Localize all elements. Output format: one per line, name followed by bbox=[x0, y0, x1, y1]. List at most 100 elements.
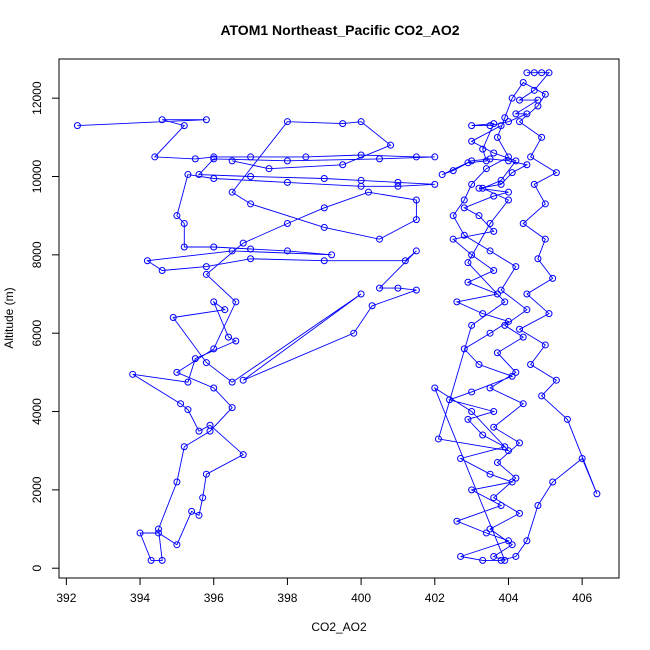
data-point bbox=[202, 263, 210, 271]
data-point bbox=[412, 196, 420, 204]
data-point bbox=[210, 243, 218, 251]
data-point bbox=[228, 404, 236, 412]
data-point bbox=[534, 255, 542, 263]
data-point bbox=[523, 69, 531, 77]
data-point bbox=[210, 298, 218, 306]
data-point bbox=[143, 257, 151, 265]
data-point bbox=[482, 157, 490, 165]
data-point bbox=[504, 537, 512, 545]
data-point bbox=[464, 259, 472, 267]
x-tick-label: 394 bbox=[130, 591, 150, 605]
data-point bbox=[232, 337, 240, 345]
data-point bbox=[376, 284, 384, 292]
data-point bbox=[158, 267, 166, 275]
data-point bbox=[516, 509, 524, 517]
data-point bbox=[210, 153, 218, 161]
data-point bbox=[501, 556, 509, 564]
data-point bbox=[504, 317, 512, 325]
data-point bbox=[468, 408, 476, 416]
data-point bbox=[195, 427, 203, 435]
data-point bbox=[468, 122, 476, 130]
data-point bbox=[486, 470, 494, 478]
data-point bbox=[534, 502, 542, 510]
data-point bbox=[497, 556, 505, 564]
data-point bbox=[541, 90, 549, 98]
data-point bbox=[541, 200, 549, 208]
data-point bbox=[512, 474, 520, 482]
data-point bbox=[497, 122, 505, 130]
data-point bbox=[516, 439, 524, 447]
data-point bbox=[173, 212, 181, 220]
data-point bbox=[394, 182, 402, 190]
data-point bbox=[490, 267, 498, 275]
data-point bbox=[479, 431, 487, 439]
data-point bbox=[479, 145, 487, 153]
data-point bbox=[490, 120, 498, 128]
data-point bbox=[434, 435, 442, 443]
data-point bbox=[490, 423, 498, 431]
data-point bbox=[449, 235, 457, 243]
data-point bbox=[158, 556, 166, 564]
data-point bbox=[593, 490, 601, 498]
x-tick-label: 402 bbox=[425, 591, 445, 605]
data-point bbox=[541, 235, 549, 243]
data-point bbox=[493, 349, 501, 357]
data-point bbox=[449, 212, 457, 220]
data-point bbox=[523, 161, 531, 169]
data-point bbox=[497, 502, 505, 510]
data-point bbox=[387, 141, 395, 149]
data-point bbox=[497, 180, 505, 188]
data-point bbox=[523, 537, 531, 545]
data-point bbox=[538, 69, 546, 77]
data-point bbox=[394, 284, 402, 292]
data-point bbox=[195, 511, 203, 519]
data-point bbox=[501, 114, 509, 122]
data-point bbox=[154, 525, 162, 533]
y-tick-label: 2000 bbox=[30, 476, 44, 503]
data-point bbox=[534, 102, 542, 110]
data-point bbox=[320, 204, 328, 212]
data-point bbox=[173, 478, 181, 486]
data-point bbox=[490, 552, 498, 560]
data-point bbox=[464, 278, 472, 286]
y-tick-label: 12000 bbox=[30, 81, 44, 115]
data-point bbox=[501, 321, 509, 329]
data-point bbox=[519, 220, 527, 228]
data-point bbox=[210, 345, 218, 353]
data-point bbox=[184, 378, 192, 386]
y-axis-label: Altitude (m) bbox=[2, 287, 16, 348]
data-point bbox=[239, 376, 247, 384]
data-point bbox=[283, 247, 291, 255]
data-point bbox=[195, 171, 203, 179]
data-point bbox=[504, 157, 512, 165]
data-point bbox=[228, 247, 236, 255]
data-point bbox=[578, 455, 586, 463]
data-point bbox=[328, 251, 336, 259]
data-point bbox=[468, 180, 476, 188]
data-point bbox=[228, 157, 236, 165]
series-1 bbox=[73, 116, 439, 564]
data-point bbox=[283, 157, 291, 165]
data-point bbox=[468, 321, 476, 329]
data-point bbox=[350, 329, 358, 337]
data-point bbox=[239, 451, 247, 459]
data-point bbox=[475, 184, 483, 192]
x-tick-label: 392 bbox=[56, 591, 76, 605]
data-point bbox=[552, 376, 560, 384]
data-point bbox=[523, 290, 531, 298]
data-point bbox=[490, 408, 498, 416]
data-point bbox=[482, 529, 490, 537]
data-point bbox=[504, 188, 512, 196]
data-point bbox=[468, 157, 476, 165]
data-point bbox=[247, 153, 255, 161]
data-point bbox=[199, 494, 207, 502]
data-point bbox=[431, 180, 439, 188]
data-point bbox=[191, 355, 199, 363]
data-point bbox=[468, 251, 476, 259]
data-point bbox=[446, 396, 454, 404]
data-point bbox=[497, 176, 505, 184]
data-point bbox=[486, 247, 494, 255]
data-point bbox=[512, 552, 520, 560]
data-point bbox=[501, 443, 509, 451]
data-point bbox=[493, 290, 501, 298]
